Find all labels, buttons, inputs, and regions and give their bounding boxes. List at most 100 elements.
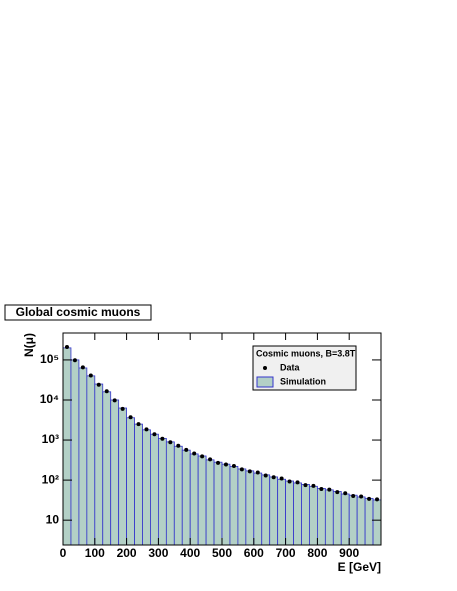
- y-tick-label: 10⁴: [40, 392, 59, 406]
- data-point: [104, 389, 109, 394]
- y-axis-label: N(μ): [22, 333, 36, 357]
- histogram-bar: [293, 482, 302, 546]
- data-point: [200, 454, 205, 459]
- data-point: [319, 486, 324, 491]
- x-tick-label: 0: [60, 546, 67, 560]
- data-point: [112, 398, 117, 403]
- data-point: [80, 365, 85, 370]
- x-tick-label: 500: [212, 546, 232, 560]
- x-tick-label: 200: [117, 546, 137, 560]
- data-point: [231, 464, 236, 469]
- data-point: [287, 479, 292, 484]
- data-point: [327, 487, 332, 492]
- y-tick-label: 10²: [42, 472, 59, 486]
- histogram-bar: [205, 459, 215, 546]
- data-point: [96, 382, 101, 387]
- data-point: [351, 494, 356, 499]
- histogram-bar: [173, 445, 183, 546]
- data-point: [343, 491, 348, 496]
- data-point: [168, 440, 173, 445]
- histogram-bar: [277, 478, 286, 546]
- data-point: [295, 480, 300, 485]
- histogram-bar: [285, 480, 294, 546]
- title-box: [4, 304, 152, 321]
- x-tick-label: 800: [307, 546, 327, 560]
- histogram-bar: [181, 449, 191, 546]
- histogram-bar: [126, 417, 135, 546]
- x-tick-label: 900: [339, 546, 359, 560]
- histogram-bar: [245, 470, 255, 546]
- data-point: [176, 443, 181, 448]
- legend-box: [252, 345, 357, 391]
- y-tick-label: 10⁵: [40, 352, 59, 366]
- data-point: [128, 415, 133, 420]
- legend-title: Cosmic muons, B=3.8T: [256, 348, 356, 358]
- histogram-bar: [253, 472, 263, 546]
- histogram-bar: [269, 476, 279, 546]
- data-point: [271, 475, 276, 480]
- legend-label: Data: [280, 362, 301, 372]
- data-point: [375, 497, 380, 502]
- data-point: [120, 406, 125, 411]
- histogram-bar: [134, 423, 143, 546]
- histogram-bar: [324, 489, 334, 546]
- x-tick-label: 600: [244, 546, 264, 560]
- histogram-bar: [356, 496, 366, 546]
- histogram-bar: [309, 485, 318, 546]
- histogram-bar: [197, 455, 207, 546]
- x-tick-label: 100: [85, 546, 105, 560]
- data-point: [247, 469, 252, 474]
- data-point: [64, 345, 69, 350]
- histogram-bar: [348, 494, 358, 546]
- histogram-bar: [364, 497, 374, 546]
- histogram-bar: [110, 399, 120, 546]
- data-point: [144, 427, 149, 432]
- histogram-bar: [142, 429, 151, 546]
- histogram-bar: [237, 468, 247, 546]
- histogram-bar: [316, 488, 326, 546]
- legend-swatch: [256, 376, 274, 388]
- legend-marker: [263, 366, 267, 370]
- histogram-bar: [118, 407, 128, 546]
- data-point: [279, 476, 284, 481]
- data-point: [216, 460, 221, 465]
- histogram-bar: [157, 437, 167, 546]
- y-tick-label: 10³: [42, 432, 59, 446]
- data-point: [335, 490, 340, 495]
- histogram-bar: [261, 474, 271, 546]
- data-point: [208, 457, 213, 462]
- data-point: [223, 462, 228, 467]
- histogram-bar: [62, 347, 72, 546]
- histogram-bar: [150, 433, 159, 546]
- histogram-bar: [165, 441, 175, 546]
- data-point: [88, 373, 93, 378]
- data-point: [311, 483, 316, 488]
- chart-title: Global cosmic muons: [16, 305, 141, 319]
- data-point: [263, 473, 268, 478]
- x-axis-label: E [GeV]: [338, 560, 381, 574]
- histogram-bar: [332, 491, 342, 546]
- histogram-bar: [301, 484, 310, 546]
- histogram-bar: [229, 465, 239, 546]
- histogram-bar: [94, 383, 104, 546]
- data-point: [136, 422, 141, 427]
- data-point: [303, 483, 308, 488]
- data-point: [359, 494, 364, 499]
- histogram-bar: [189, 453, 199, 546]
- histogram-bar: [70, 359, 80, 546]
- histogram-bar: [221, 463, 231, 546]
- data-point: [192, 451, 197, 456]
- data-point: [367, 496, 372, 501]
- histogram-bar: [372, 499, 382, 546]
- data-point: [255, 470, 260, 475]
- data-point: [160, 436, 165, 441]
- y-tick-label: 10: [46, 512, 60, 526]
- histogram-bar: [86, 375, 96, 546]
- x-tick-label: 300: [148, 546, 168, 560]
- data-point: [239, 467, 244, 472]
- data-point: [152, 432, 157, 437]
- data-point: [72, 358, 77, 363]
- histogram-bar: [213, 461, 223, 546]
